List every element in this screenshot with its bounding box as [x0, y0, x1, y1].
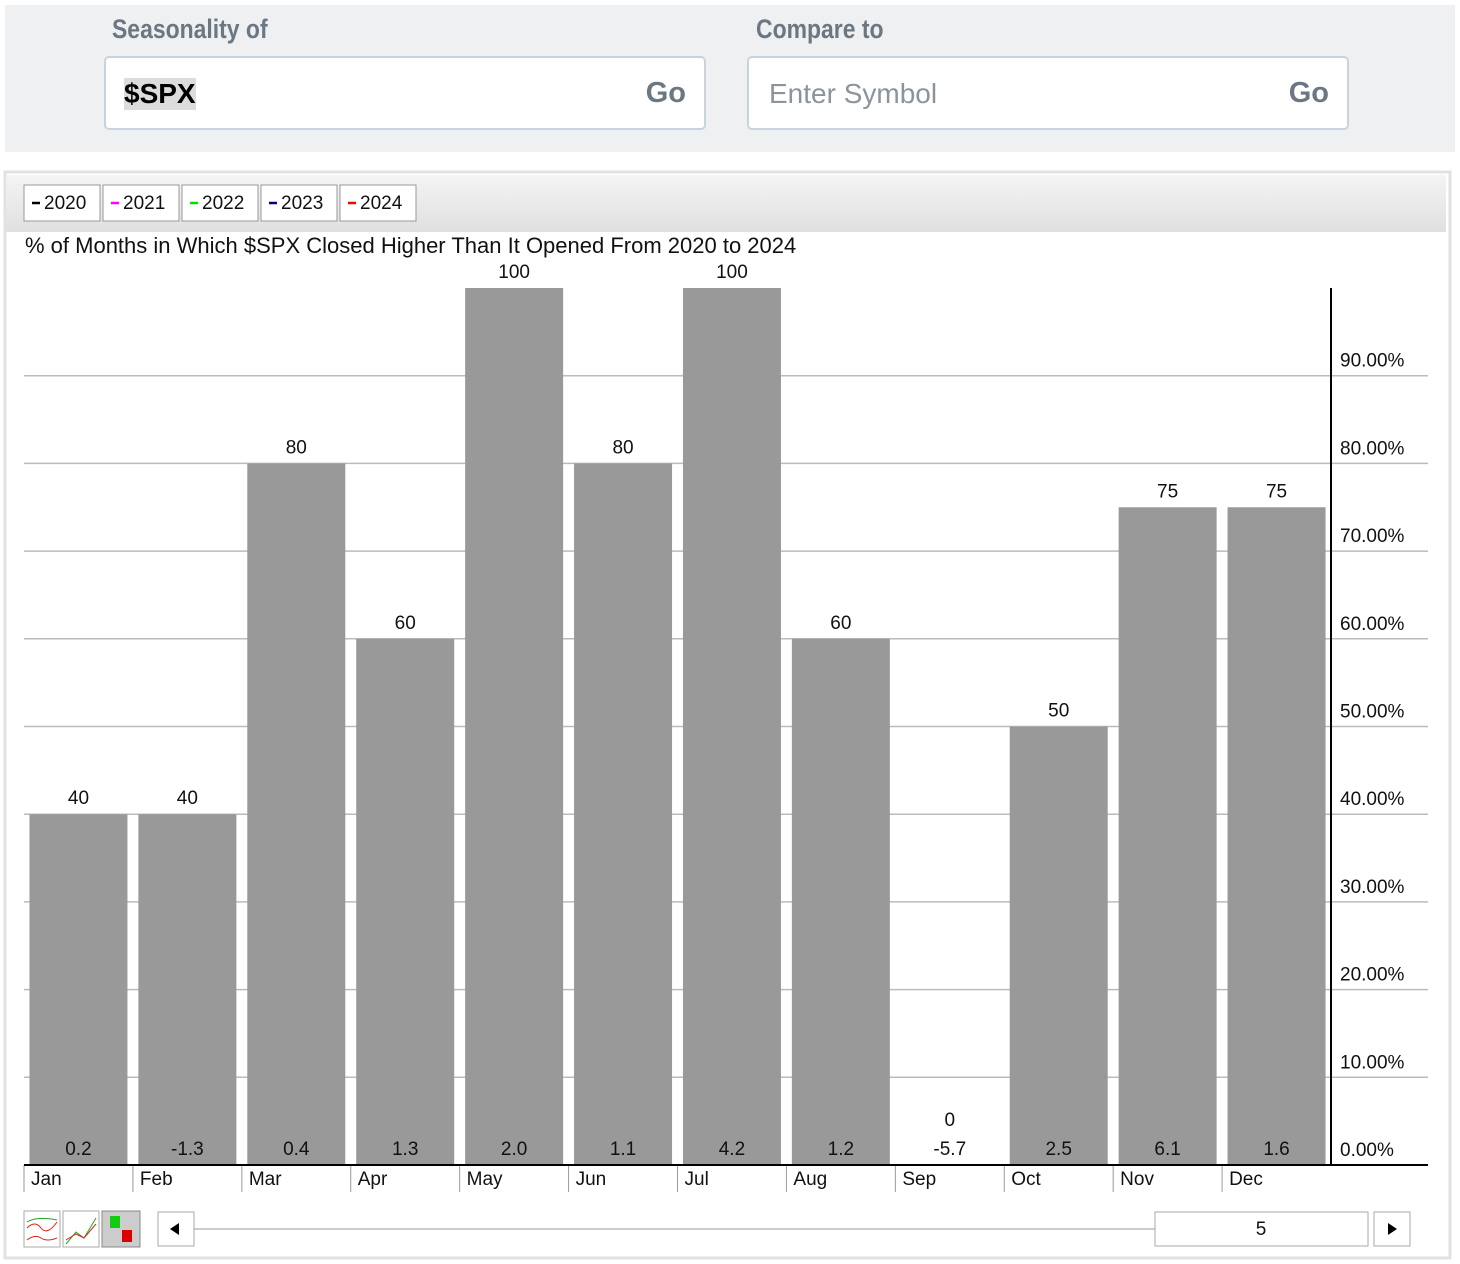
value-label: 50: [1048, 701, 1069, 722]
x-tick-label: Aug: [793, 1169, 827, 1190]
value-label: 60: [395, 613, 416, 634]
x-tick-label: Nov: [1120, 1169, 1154, 1190]
y-tick-label: 10.00%: [1340, 1052, 1405, 1073]
x-tick-label: May: [467, 1169, 503, 1190]
icon: [26, 1221, 58, 1241]
change-label: -5.7: [933, 1139, 966, 1160]
y-tick-label: 40.00%: [1340, 789, 1405, 810]
icon: [26, 1217, 58, 1223]
change-label: 0.4: [283, 1139, 310, 1160]
x-tick-label: Jul: [685, 1169, 709, 1190]
slider-thumb[interactable]: [1154, 1211, 1369, 1247]
y-tick-label: 50.00%: [1340, 702, 1405, 723]
icon: [65, 1217, 97, 1245]
x-tick-label: Jan: [31, 1169, 62, 1190]
bar: [791, 638, 890, 1165]
value-label: 0: [945, 1110, 956, 1131]
x-tick-label: Oct: [1011, 1169, 1041, 1190]
compare-input[interactable]: Enter Symbol Go: [747, 56, 1349, 130]
value-label: 100: [716, 262, 748, 283]
value-label: 100: [498, 262, 530, 283]
x-tick-label: Jun: [576, 1169, 607, 1190]
bar: [1227, 507, 1326, 1165]
y-tick-label: 90.00%: [1340, 351, 1405, 372]
icon: [122, 1230, 132, 1242]
placeholder: Enter Symbol: [769, 78, 938, 109]
x-tick-label: Sep: [902, 1169, 936, 1190]
legend-label: 2020: [44, 193, 86, 214]
icon: [110, 1216, 120, 1228]
y-tick-label: 60.00%: [1340, 614, 1405, 635]
value-label: 40: [68, 788, 89, 809]
y-tick-label: 0.00%: [1340, 1140, 1394, 1161]
bar: [682, 288, 781, 1165]
bar-view-button[interactable]: [101, 1210, 141, 1248]
change-label: 2.5: [1045, 1139, 1071, 1160]
x-tick-label: Dec: [1229, 1169, 1263, 1190]
value-label: 40: [177, 788, 198, 809]
bar: [465, 288, 564, 1165]
bar: [1009, 726, 1108, 1165]
bar: [138, 814, 237, 1165]
value-label: 75: [1266, 481, 1287, 502]
y-tick-label: 30.00%: [1340, 877, 1405, 898]
icon: [65, 1223, 97, 1241]
value-label: 60: [830, 613, 851, 634]
field-label: Seasonality of: [112, 14, 268, 44]
x-tick-label: Apr: [358, 1169, 388, 1190]
change-label: 1.2: [828, 1139, 854, 1160]
legend-label: 2023: [281, 193, 323, 214]
y-tick-label: 20.00%: [1340, 965, 1405, 986]
x-tick-label: Mar: [249, 1169, 282, 1190]
bar: [574, 463, 673, 1165]
slider-value: 5: [1256, 1219, 1267, 1240]
input-value: $SPX: [124, 78, 196, 110]
change-label: 1.3: [392, 1139, 418, 1160]
multi-line-button[interactable]: [62, 1210, 100, 1248]
change-label: 0.2: [65, 1139, 91, 1160]
change-label: 6.1: [1154, 1139, 1180, 1160]
field-label: Compare to: [756, 14, 884, 44]
y-tick-label: 80.00%: [1340, 438, 1405, 459]
bar: [247, 463, 346, 1165]
icon: [170, 1223, 179, 1235]
legend-label: 2024: [360, 193, 403, 214]
x-tick-label: Feb: [140, 1169, 173, 1190]
change-label: 1.1: [610, 1139, 636, 1160]
go-button[interactable]: Go: [645, 77, 686, 109]
toolbar: 5: [23, 1210, 1411, 1248]
value-label: 75: [1157, 481, 1178, 502]
bar: [1118, 507, 1217, 1165]
legend-label: 2021: [123, 193, 165, 214]
y-tick-label: 70.00%: [1340, 526, 1405, 547]
change-label: 1.6: [1263, 1139, 1289, 1160]
value-label: 80: [286, 437, 307, 458]
icon: [1388, 1223, 1397, 1235]
change-label: 2.0: [501, 1139, 527, 1160]
change-label: -1.3: [171, 1139, 204, 1160]
symbol-input[interactable]: $SPX Go: [104, 56, 706, 130]
change-label: 4.2: [719, 1139, 745, 1160]
legend-label: 2022: [202, 193, 244, 214]
bar: [356, 638, 455, 1165]
value-label: 80: [612, 437, 633, 458]
go-button[interactable]: Go: [1288, 77, 1329, 109]
bar: [29, 814, 128, 1165]
chart-title: % of Months in Which $SPX Closed Higher …: [25, 233, 796, 258]
